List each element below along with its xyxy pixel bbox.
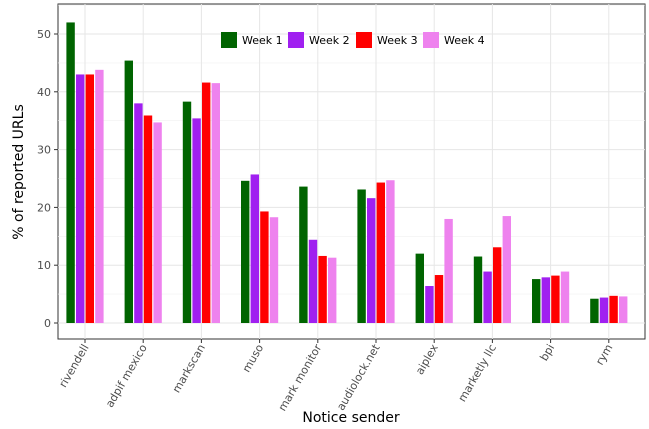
y-tick-label: 30 [37, 144, 51, 157]
legend-label-week-1: Week 1 [242, 34, 283, 47]
x-tick-label: muso [240, 342, 266, 375]
y-tick-label: 40 [37, 86, 51, 99]
bar-week-3-aiplex [434, 275, 444, 323]
bar-week-4-marketly-llc [502, 216, 511, 323]
bar-week-1-rym [590, 298, 599, 323]
legend-swatch-week-2 [288, 32, 304, 48]
bar-week-3-rym [609, 295, 618, 323]
bar-layer [66, 22, 628, 324]
legend-swatch-week-4 [423, 32, 439, 48]
bar-week-2-audiolock-net [367, 198, 376, 323]
x-tick-label: adpif mexico [103, 342, 150, 410]
bar-week-4-adpif-mexico [153, 122, 162, 324]
bar-week-3-audiolock-net [376, 182, 385, 323]
legend: Week 1 Week 2 Week 3 Week 4 [221, 32, 485, 48]
bar-week-1-audiolock-net [357, 189, 366, 323]
bar-week-1-mark-monitor [299, 186, 308, 323]
bar-week-1-markscan [182, 101, 192, 323]
bar-week-4-aiplex [444, 218, 453, 323]
x-tick-label: marketly llc [456, 342, 499, 404]
bar-week-4-rivendell [95, 69, 104, 323]
bar-week-1-muso [241, 180, 250, 323]
x-tick-label: audiolock.net [334, 341, 383, 412]
x-tick-label: rym [593, 342, 615, 367]
x-tick-label: markscan [170, 342, 208, 395]
bar-week-4-audiolock-net [386, 180, 395, 323]
bar-week-2-marketly-llc [483, 271, 492, 323]
bar-week-2-rivendell [76, 74, 85, 324]
bar-week-3-marketly-llc [493, 247, 502, 323]
bar-week-1-adpif-mexico [124, 60, 133, 323]
x-axis-title: Notice sender [302, 410, 399, 426]
legend-swatch-week-3 [356, 32, 372, 48]
y-tick-label: 0 [44, 317, 51, 330]
legend-label-week-2: Week 2 [309, 34, 350, 47]
bar-week-2-bpi [541, 277, 550, 323]
legend-label-week-4: Week 4 [444, 34, 485, 47]
bar-week-4-markscan [211, 83, 220, 323]
bar-week-4-muso [269, 217, 279, 323]
bar-week-2-muso [250, 174, 259, 323]
bar-week-2-aiplex [425, 286, 434, 323]
y-tick-label: 50 [37, 28, 51, 41]
bar-week-2-mark-monitor [308, 239, 318, 323]
bar-week-1-rivendell [66, 22, 75, 323]
legend-swatch-week-1 [221, 32, 237, 48]
bar-week-4-bpi [560, 271, 570, 323]
y-axis-title: % of reported URLs [11, 104, 27, 239]
bar-week-3-adpif-mexico [143, 115, 153, 323]
x-tick-label: rivendell [56, 342, 91, 390]
bar-week-1-bpi [532, 279, 541, 323]
bar-week-3-mark-monitor [318, 255, 327, 323]
bar-week-4-rym [619, 296, 628, 323]
bar-week-1-marketly-llc [473, 256, 483, 323]
x-tick-label: aiplex [413, 342, 441, 377]
bar-week-3-muso [260, 211, 269, 323]
bar-week-2-markscan [192, 118, 201, 323]
bar-week-2-adpif-mexico [134, 103, 143, 323]
legend-label-week-3: Week 3 [377, 34, 418, 47]
bar-week-4-mark-monitor [328, 257, 337, 323]
bar-week-3-bpi [551, 275, 560, 323]
bar-week-1-aiplex [415, 253, 424, 323]
y-tick-label: 10 [37, 259, 51, 272]
y-tick-label: 20 [37, 201, 51, 214]
bar-week-3-rivendell [85, 74, 94, 324]
x-tick-label: mark monitor [276, 342, 325, 414]
bar-week-2-rym [599, 297, 609, 323]
x-tick-label: bpi [537, 342, 557, 363]
bar-week-3-markscan [202, 82, 211, 323]
